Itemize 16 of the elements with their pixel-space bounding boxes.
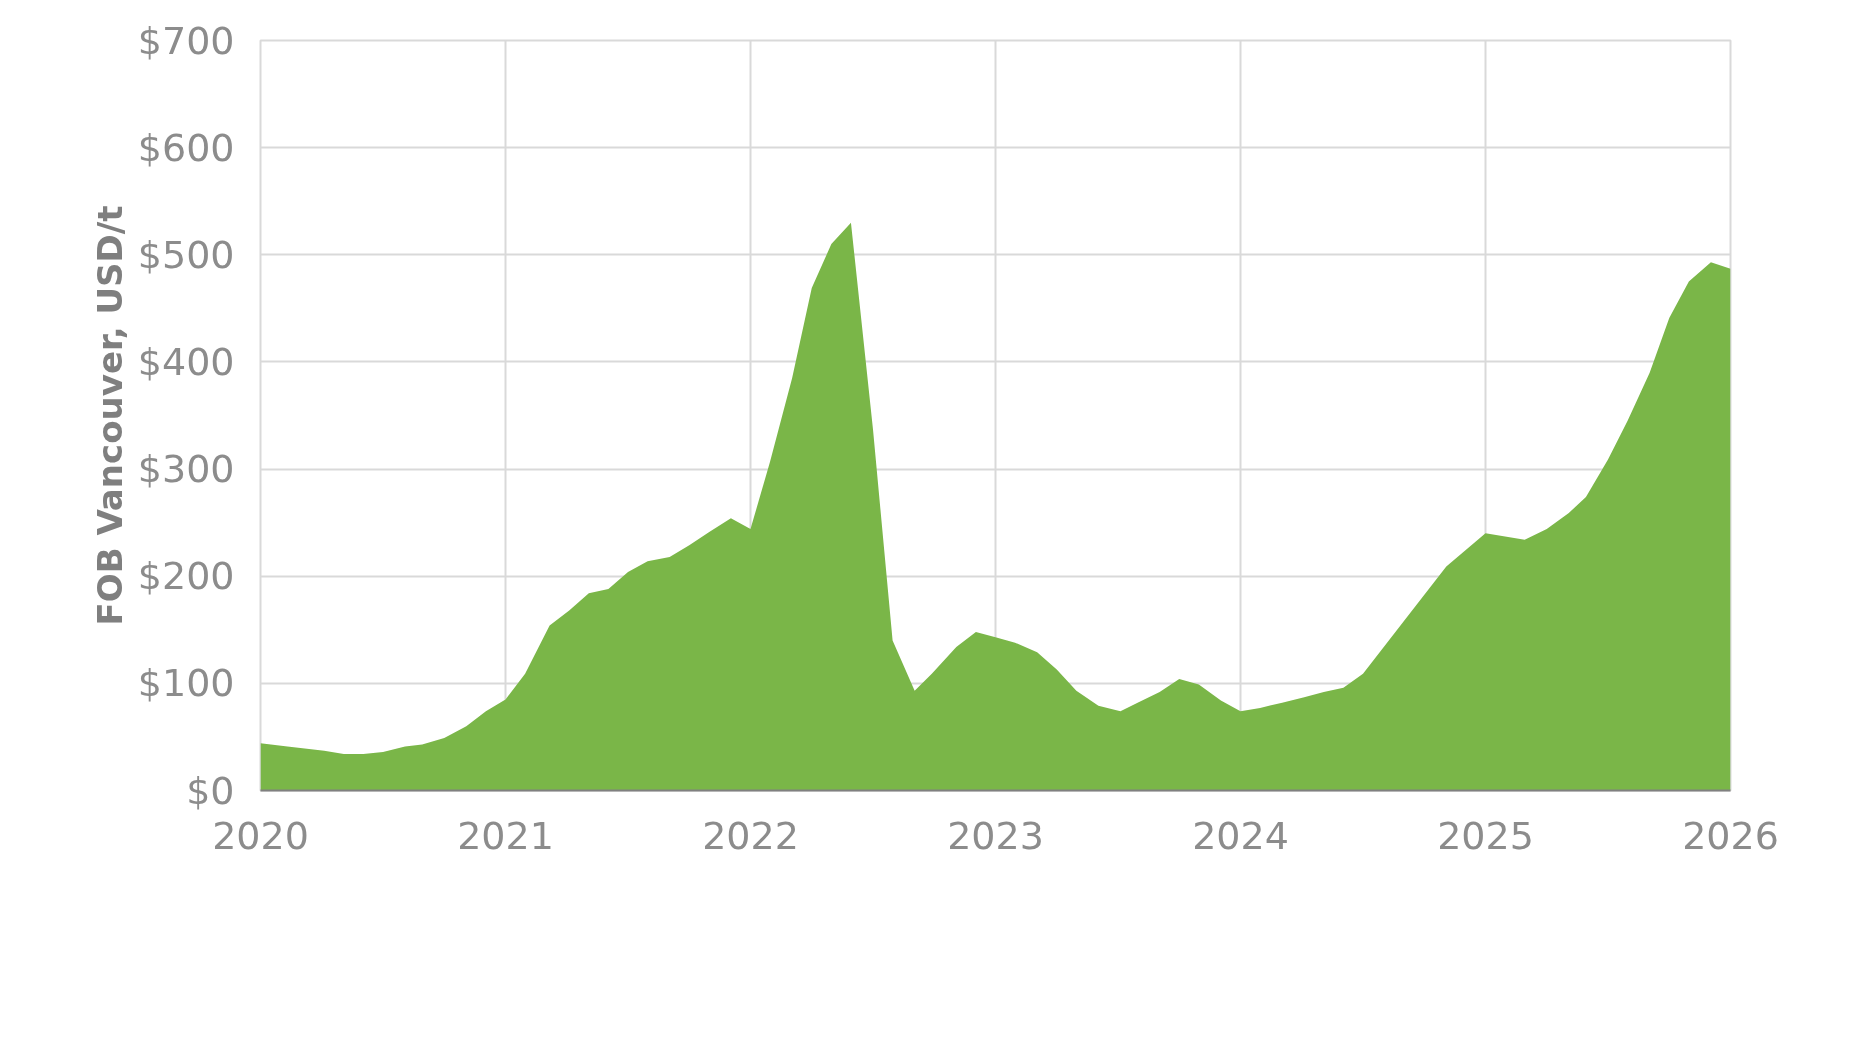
- y-axis-title: FOB Vancouver, USD/t: [89, 205, 130, 626]
- y-tick-label: $600: [137, 125, 235, 170]
- x-tick-label: 2022: [702, 813, 799, 858]
- x-tick-label: 2024: [1192, 813, 1289, 858]
- x-tick-label: 2025: [1437, 813, 1534, 858]
- x-tick-label: 2023: [947, 813, 1044, 858]
- x-tick-label: 2020: [212, 813, 309, 858]
- y-tick-label: $500: [137, 232, 235, 277]
- y-tick-label: $0: [186, 768, 235, 813]
- y-tick-label: $700: [137, 18, 235, 63]
- y-tick-label: $200: [137, 554, 235, 599]
- y-tick-label: $300: [137, 447, 235, 492]
- y-tick-label: $400: [137, 339, 235, 384]
- y-tick-label: $100: [137, 661, 235, 706]
- x-tick-label: 2021: [457, 813, 554, 858]
- x-tick-label: 2026: [1682, 813, 1779, 858]
